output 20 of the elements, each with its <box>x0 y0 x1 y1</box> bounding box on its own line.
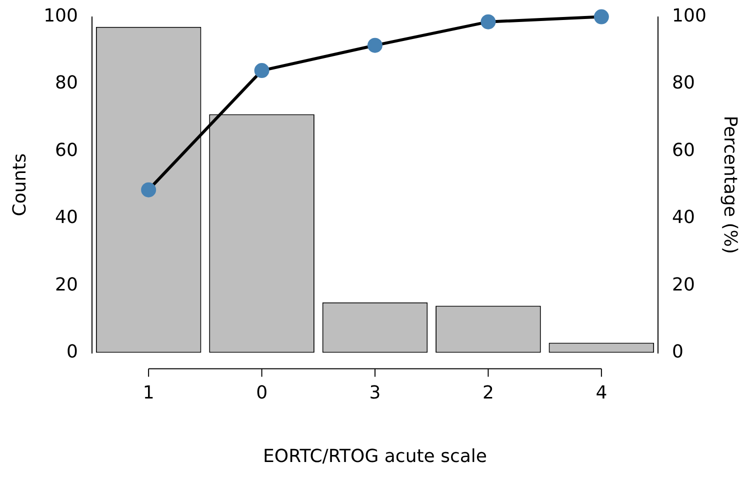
y-tick-label: 80 <box>55 72 78 94</box>
y-axis-title: Counts <box>9 153 30 216</box>
x-tick-label: 0 <box>256 382 268 404</box>
x-tick-label: 3 <box>369 382 381 404</box>
y-tick-label: 0 <box>66 341 78 362</box>
x-tick-label: 2 <box>482 382 494 404</box>
y-tick-label: 60 <box>55 140 78 161</box>
x-tick-label: 1 <box>142 382 154 404</box>
y-tick-label: 20 <box>55 274 78 296</box>
y2-tick-label: 40 <box>672 207 695 228</box>
y2-tick-label: 100 <box>672 5 706 26</box>
y2-tick-label: 60 <box>672 140 695 161</box>
x-axis-title: EORTC/RTOG acute scale <box>263 446 487 467</box>
y2-axis-title: Percentage (%) <box>720 116 741 254</box>
y2-tick-label: 80 <box>672 72 695 94</box>
y-tick-label: 40 <box>55 207 78 228</box>
y2-tick-label: 20 <box>672 274 695 296</box>
x-tick-label: 4 <box>596 382 608 404</box>
y-tick-label: 100 <box>44 5 78 26</box>
y2-tick-label: 0 <box>672 341 684 362</box>
